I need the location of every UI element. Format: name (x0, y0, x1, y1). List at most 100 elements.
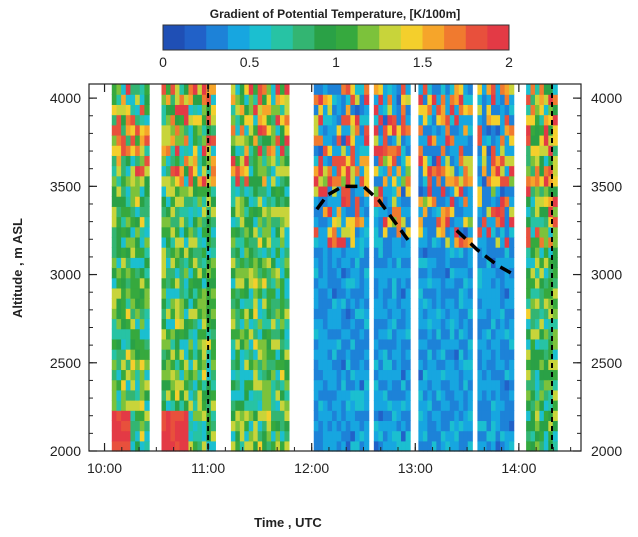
heatmap-cell (534, 338, 541, 350)
heatmap-cell (359, 440, 365, 452)
heatmap-cell (445, 369, 451, 381)
heatmap-cell (405, 145, 411, 156)
heatmap-cell (509, 84, 515, 95)
heatmap-cell (125, 369, 132, 381)
heatmap-cell (135, 298, 141, 309)
heatmap-cell (382, 104, 389, 116)
heatmap-cell (192, 196, 199, 207)
heatmap-cell (174, 206, 181, 218)
heatmap-cell (526, 338, 532, 350)
heatmap-cell (552, 379, 558, 391)
heatmap-cell (431, 94, 437, 105)
heatmap-cell (135, 400, 141, 411)
heatmap-cell (188, 369, 194, 381)
heatmap-cell (179, 84, 185, 95)
heatmap-cell (387, 206, 393, 218)
heatmap-cell (230, 196, 236, 207)
heatmap-cell (364, 134, 370, 146)
heatmap-cell (144, 145, 150, 156)
heatmap-cell (197, 277, 203, 289)
heatmap-cell (336, 298, 342, 309)
heatmap-cell (284, 349, 290, 360)
heatmap-cell (481, 328, 488, 340)
heatmap-cell (179, 94, 185, 105)
heatmap-cell (284, 277, 290, 289)
heatmap-cell (354, 145, 361, 156)
heatmap-cell (188, 400, 194, 411)
heatmap-cell (431, 430, 437, 442)
heatmap-cell (378, 216, 384, 228)
heatmap-cell (248, 206, 254, 218)
heatmap-cell (253, 206, 259, 218)
heatmap-cell (509, 185, 515, 197)
heatmap-cell (188, 216, 194, 228)
heatmap-cell (526, 145, 532, 156)
heatmap-cell (235, 257, 241, 269)
heatmap-cell (170, 206, 176, 218)
heatmap-cell (387, 145, 393, 156)
heatmap-cell (486, 267, 492, 279)
heatmap-cell (248, 389, 254, 401)
heatmap-cell (486, 420, 492, 432)
heatmap-cell (504, 400, 510, 411)
heatmap-cell (135, 196, 141, 207)
heatmap-cell (183, 379, 190, 391)
heatmap-cell (139, 257, 146, 269)
heatmap-cell (332, 196, 338, 207)
heatmap-cell (125, 155, 132, 167)
heatmap-cell (188, 124, 194, 136)
heatmap-cell (210, 369, 216, 381)
heatmap-cell (201, 247, 207, 258)
heatmap-cell (387, 318, 393, 330)
heatmap-cell (467, 155, 473, 167)
heatmap-cell (405, 420, 411, 432)
heatmap-cell (341, 94, 347, 105)
heatmap-cell (125, 400, 132, 411)
heatmap-cell (454, 104, 460, 116)
heatmap-cell (401, 216, 407, 228)
heatmap-cell (161, 145, 167, 156)
heatmap-cell (336, 420, 342, 432)
heatmap-cell (449, 94, 455, 105)
heatmap-cell (405, 165, 411, 177)
heatmap-cell (467, 165, 473, 177)
heatmap-cell (445, 134, 451, 146)
heatmap-cell (495, 318, 501, 330)
heatmap-cell (210, 338, 216, 350)
heatmap-cell (427, 287, 433, 299)
heatmap-cell (445, 185, 451, 197)
heatmap-cell (327, 247, 333, 258)
heatmap-cell (332, 124, 338, 136)
heatmap-cell (248, 84, 254, 95)
heatmap-cell (271, 349, 277, 360)
heatmap-cell (401, 400, 407, 411)
heatmap-cell (387, 226, 393, 238)
heatmap-cell (534, 175, 541, 187)
heatmap-cell (257, 430, 263, 442)
heatmap-cell (336, 145, 342, 156)
heatmap-cell (139, 369, 146, 381)
heatmap-cell (197, 338, 203, 350)
heatmap-cell (418, 420, 424, 432)
heatmap-cell (322, 389, 329, 401)
heatmap-cell (552, 349, 558, 360)
heatmap-cell (373, 318, 379, 330)
heatmap-cell (111, 277, 118, 289)
heatmap-cell (170, 379, 176, 391)
heatmap-cell (262, 94, 268, 105)
heatmap-cell (530, 206, 536, 218)
heatmap-cell (422, 226, 428, 238)
heatmap-cell (179, 389, 185, 401)
heatmap-cell (192, 104, 199, 116)
heatmap-cell (257, 104, 263, 116)
heatmap-cell (230, 216, 236, 228)
heatmap-cell (481, 84, 488, 95)
heatmap-cell (543, 216, 549, 228)
heatmap-cell (192, 94, 199, 105)
heatmap-cell (350, 308, 356, 320)
heatmap-cell (174, 257, 181, 269)
heatmap-cell (373, 165, 379, 177)
heatmap-cell (322, 84, 329, 95)
heatmap-cell (165, 267, 172, 279)
heatmap-cell (449, 298, 455, 309)
